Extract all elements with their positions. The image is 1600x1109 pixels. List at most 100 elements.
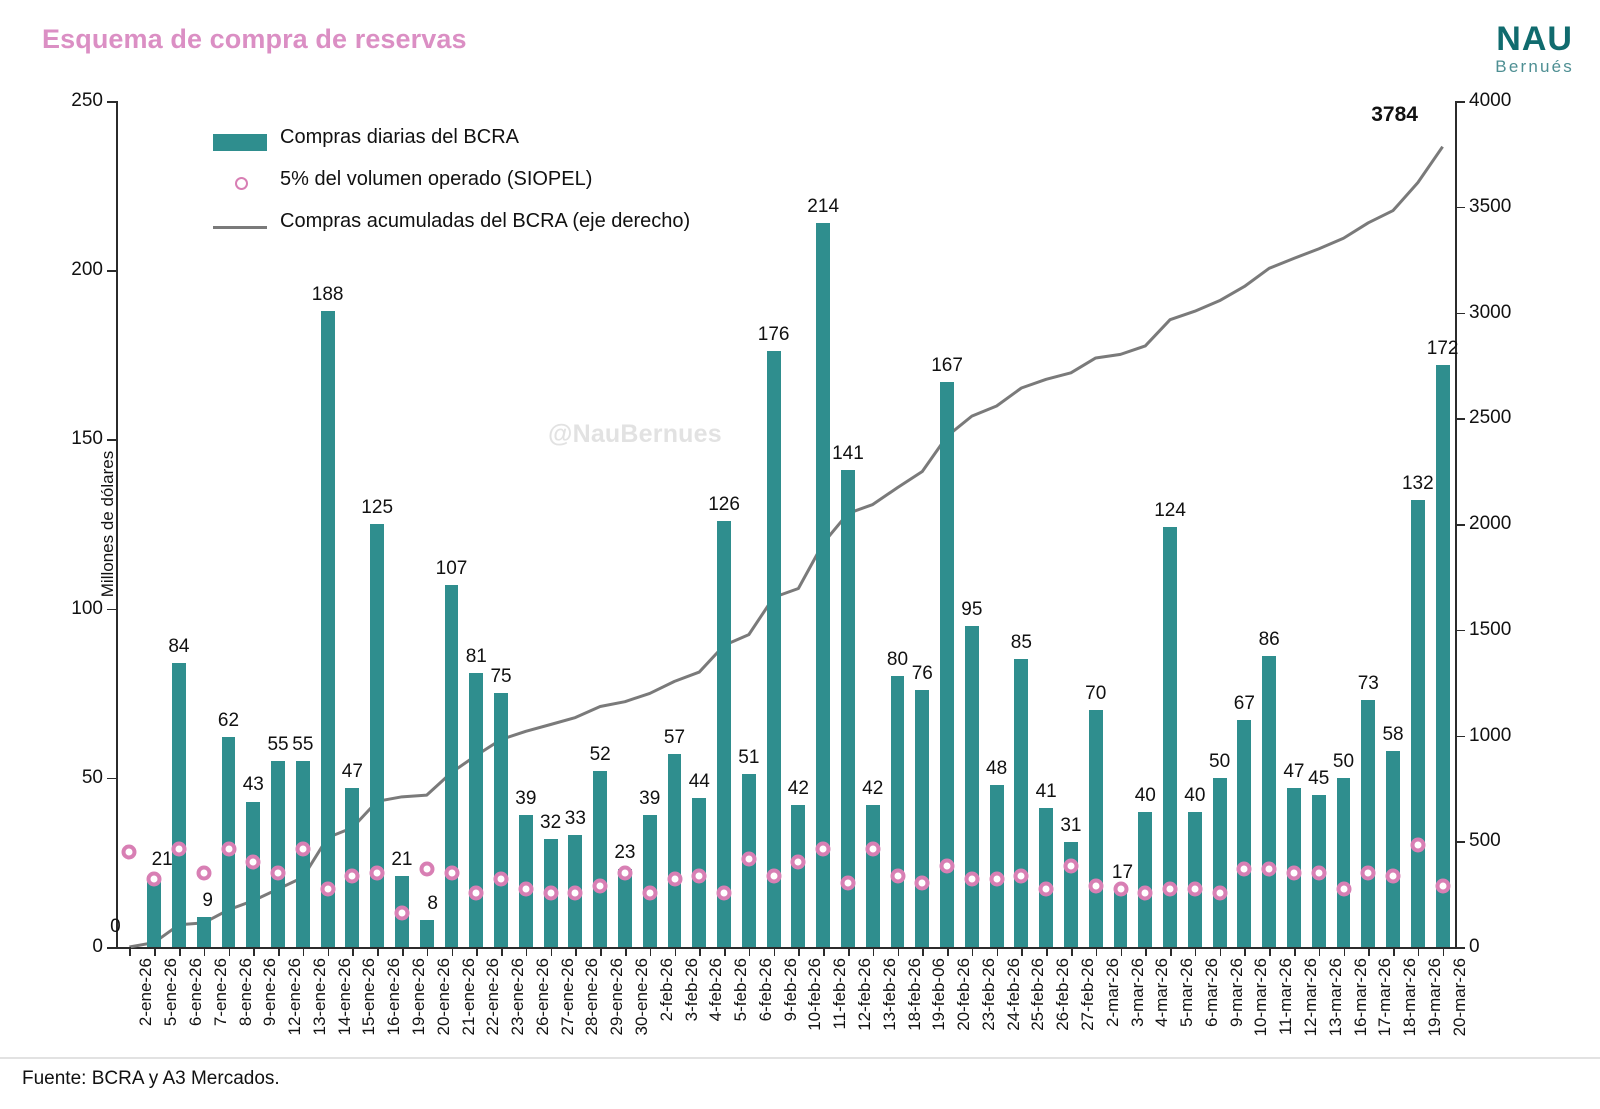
bar[interactable] (1187, 811, 1202, 947)
bar[interactable] (494, 693, 508, 947)
bar[interactable] (1163, 527, 1177, 947)
siopel-dot[interactable] (1187, 881, 1203, 897)
siopel-dot[interactable] (964, 871, 980, 887)
siopel-dot[interactable] (1385, 868, 1401, 884)
bar[interactable] (1262, 655, 1277, 947)
x-tick-label: 13-mar-26 (1325, 958, 1345, 1037)
bar[interactable] (642, 815, 657, 947)
bar[interactable] (1113, 889, 1128, 947)
bar[interactable] (1138, 811, 1153, 947)
siopel-dot[interactable] (691, 868, 707, 884)
siopel-dot[interactable] (890, 868, 905, 884)
siopel-dot[interactable] (642, 885, 658, 901)
bar[interactable] (518, 815, 533, 947)
siopel-dot[interactable] (196, 865, 212, 881)
bar[interactable] (1039, 808, 1054, 947)
bar[interactable] (345, 787, 360, 947)
y-tick-right (1456, 947, 1465, 949)
siopel-dot[interactable] (1360, 865, 1376, 881)
siopel-dot[interactable] (667, 871, 682, 887)
bar[interactable] (419, 919, 434, 947)
bar[interactable] (246, 801, 261, 947)
bar[interactable] (791, 804, 806, 947)
bar[interactable] (1435, 364, 1450, 947)
siopel-dot[interactable] (790, 854, 806, 870)
bar[interactable] (172, 662, 186, 947)
bar[interactable] (1212, 777, 1227, 947)
siopel-dot[interactable] (914, 875, 930, 891)
siopel-dot[interactable] (221, 841, 236, 857)
bar[interactable] (1237, 720, 1252, 947)
siopel-dot[interactable] (493, 871, 509, 887)
bar[interactable] (271, 760, 285, 947)
bar[interactable] (1386, 750, 1400, 947)
bar[interactable] (1014, 659, 1029, 947)
bar[interactable] (370, 524, 385, 947)
siopel-dot[interactable] (419, 861, 435, 877)
bar-value-label: 73 (1357, 672, 1379, 694)
siopel-dot[interactable] (518, 881, 534, 897)
siopel-dot[interactable] (1113, 881, 1128, 897)
siopel-dot[interactable] (1063, 858, 1079, 874)
bar[interactable] (717, 520, 731, 947)
siopel-dot[interactable] (1038, 881, 1054, 897)
bar[interactable] (841, 469, 855, 947)
siopel-dot[interactable] (989, 871, 1005, 887)
siopel-dot[interactable] (1336, 881, 1351, 897)
bar[interactable] (196, 916, 211, 947)
siopel-dot[interactable] (1261, 861, 1277, 877)
siopel-dot[interactable] (1212, 885, 1228, 901)
siopel-dot[interactable] (1435, 878, 1451, 894)
siopel-dot[interactable] (444, 865, 459, 881)
bar[interactable] (865, 804, 880, 947)
siopel-dot[interactable] (1137, 885, 1153, 901)
bar[interactable] (667, 754, 682, 947)
siopel-dot[interactable] (939, 858, 955, 874)
siopel-dot[interactable] (245, 854, 261, 870)
bar[interactable] (964, 625, 979, 947)
siopel-dot[interactable] (543, 885, 559, 901)
siopel-dot[interactable] (766, 868, 782, 884)
siopel-dot[interactable] (146, 871, 162, 887)
siopel-dot[interactable] (617, 865, 633, 881)
siopel-dot[interactable] (1162, 881, 1178, 897)
siopel-dot[interactable] (121, 844, 137, 860)
bar[interactable] (940, 381, 954, 947)
bar[interactable] (1088, 710, 1103, 947)
bar[interactable] (989, 784, 1004, 947)
siopel-dot[interactable] (716, 885, 732, 901)
siopel-dot[interactable] (840, 875, 856, 891)
bar[interactable] (320, 310, 335, 947)
siopel-dot[interactable] (1236, 861, 1252, 877)
siopel-dot[interactable] (1311, 865, 1327, 881)
siopel-dot[interactable] (394, 905, 410, 921)
bar[interactable] (890, 676, 905, 947)
siopel-dot[interactable] (865, 841, 881, 857)
siopel-dot[interactable] (1088, 878, 1104, 894)
siopel-dot[interactable] (171, 841, 187, 857)
siopel-dot[interactable] (344, 868, 360, 884)
siopel-dot[interactable] (741, 851, 757, 867)
siopel-dot[interactable] (295, 841, 311, 857)
bar[interactable] (816, 222, 831, 947)
siopel-dot[interactable] (468, 885, 484, 901)
bar[interactable] (1336, 777, 1351, 947)
bar[interactable] (1361, 699, 1376, 947)
bar[interactable] (1410, 500, 1425, 947)
bar[interactable] (915, 689, 930, 947)
siopel-dot[interactable] (369, 865, 385, 881)
bar[interactable] (469, 672, 484, 947)
bar[interactable] (593, 771, 608, 947)
siopel-dot[interactable] (1013, 868, 1029, 884)
siopel-dot[interactable] (567, 885, 583, 901)
siopel-dot[interactable] (1286, 865, 1302, 881)
bar[interactable] (147, 875, 162, 947)
siopel-dot[interactable] (320, 881, 336, 897)
siopel-dot[interactable] (592, 878, 608, 894)
siopel-dot[interactable] (815, 841, 831, 857)
bar[interactable] (766, 351, 781, 947)
siopel-dot[interactable] (1410, 837, 1426, 853)
bar[interactable] (618, 869, 632, 947)
bar[interactable] (444, 584, 459, 947)
siopel-dot[interactable] (270, 865, 286, 881)
